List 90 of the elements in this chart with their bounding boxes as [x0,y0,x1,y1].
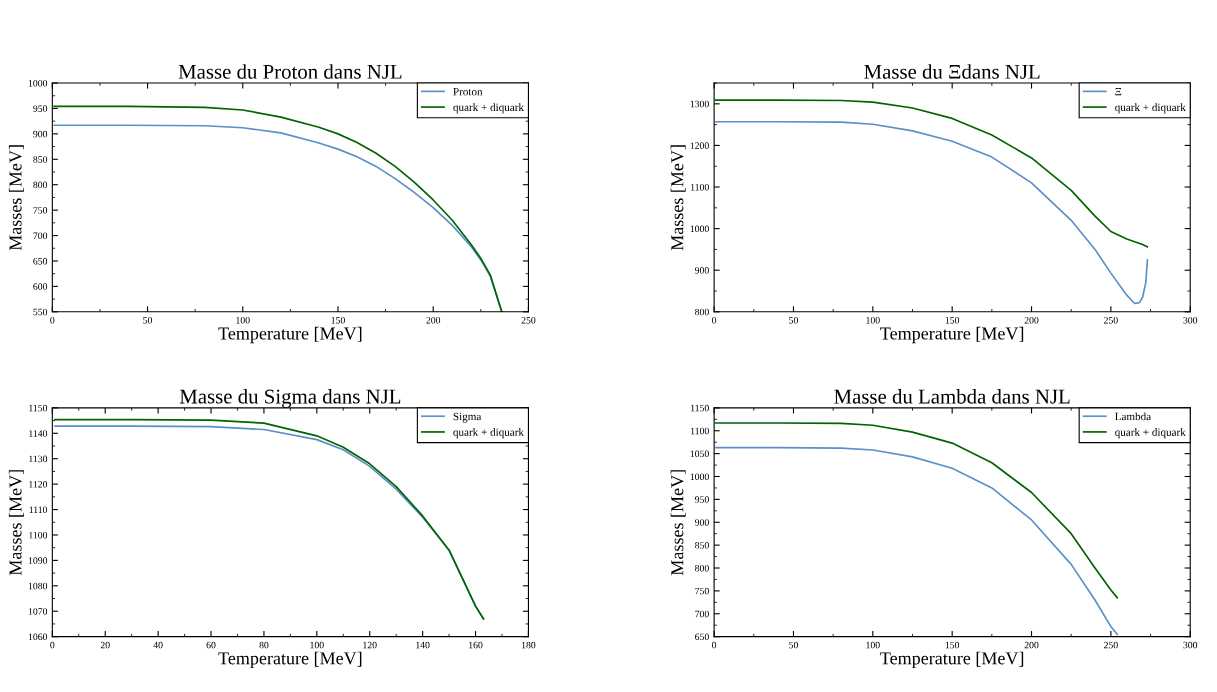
chart-title: Masse du Ξdans NJL [864,64,1040,79]
x-tick-label: 150 [945,641,960,649]
legend-label: Proton [453,87,483,96]
y-tick-label: 800 [33,181,48,189]
legend-label: Lambda [1115,412,1151,421]
x-tick-label: 100 [866,316,880,324]
x-tick-label: 250 [521,316,536,324]
y-tick-label: 1110 [29,506,48,514]
y-tick-label: 1000 [690,225,709,233]
y-tick-label: 700 [33,232,48,240]
y-axis-title: Masses [MeV] [8,145,24,251]
x-tick-label: 0 [712,316,717,324]
y-tick-label: 600 [33,283,48,290]
x-tick-label: 120 [363,641,377,649]
y-tick-label: 800 [695,308,709,316]
y-tick-label: 1130 [29,455,48,463]
y-tick-label: 650 [33,257,48,265]
y-tick-label: 1300 [690,100,709,108]
legend-label: quark + diquark [453,103,524,114]
x-tick-label: 100 [310,641,324,649]
chart-title: Masse du Proton dans NJL [178,64,402,79]
y-tick-label: 900 [33,130,48,138]
y-axis-title: Masses [MeV] [8,470,24,576]
y-tick-label: 850 [695,542,709,549]
y-tick-label: 550 [33,308,48,316]
x-tick-label: 250 [1104,641,1118,649]
x-axis-title: Temperature [MeV] [218,651,362,669]
x-tick-label: 200 [1024,641,1039,649]
y-tick-label: 800 [695,564,709,572]
legend-label: quark + diquark [453,428,524,439]
legend-label: quark + diquark [1115,103,1186,114]
y-tick-label: 950 [33,105,48,112]
y-tick-label: 1000 [690,473,709,480]
x-tick-label: 100 [236,316,250,324]
y-tick-label: 950 [694,496,709,503]
chart-title: Masse du Sigma dans NJL [179,388,401,408]
x-tick-label: 300 [1183,641,1198,649]
y-tick-label: 1060 [28,633,48,641]
y-tick-label: 1070 [28,608,48,615]
y-tick-label: 1200 [690,142,709,149]
x-tick-label: 300 [1183,316,1198,324]
y-tick-label: 650 [695,633,709,641]
y-tick-label: 1100 [691,427,709,435]
line-series [714,446,1119,636]
x-tick-label: 80 [259,641,269,649]
y-tick-label: 1150 [29,404,48,412]
y-tick-label: 1150 [691,404,709,412]
legend-label: quark + diquark [1115,428,1186,439]
x-tick-label: 180 [522,641,536,649]
x-tick-label: 100 [866,641,880,649]
y-tick-label: 900 [694,519,709,526]
y-tick-label: 900 [694,267,709,274]
y-tick-label: 1120 [29,481,48,488]
x-tick-label: 20 [100,641,110,649]
y-tick-label: 700 [695,610,709,618]
line-series [714,120,1149,305]
x-tick-label: 140 [416,641,430,649]
y-tick-label: 1080 [28,582,48,590]
x-tick-label: 200 [1024,316,1039,324]
x-tick-label: 150 [945,316,960,324]
x-axis-title: Temperature [MeV] [218,326,362,344]
y-tick-label: 1090 [28,557,48,564]
legend-label: Ξ [1115,87,1122,96]
x-tick-label: 0 [50,641,55,649]
x-tick-label: 160 [469,641,483,649]
y-tick-label: 750 [695,587,709,595]
x-axis-title: Temperature [MeV] [880,326,1024,344]
y-tick-label: 1100 [691,183,709,191]
legend-label: Sigma [453,412,482,423]
y-tick-label: 1140 [29,430,48,437]
y-tick-label: 750 [33,207,48,214]
y-tick-label: 850 [33,156,48,163]
x-axis-title: Temperature [MeV] [880,651,1024,669]
y-axis-title: Masses [MeV] [670,470,686,576]
y-tick-label: 1000 [28,79,48,87]
x-tick-label: 50 [143,316,153,324]
x-tick-label: 150 [331,316,345,324]
x-tick-label: 200 [426,316,441,324]
y-tick-label: 1050 [690,450,709,458]
x-tick-label: 250 [1104,316,1118,324]
x-tick-label: 40 [153,641,163,649]
x-tick-label: 50 [789,641,798,649]
x-tick-label: 0 [712,641,717,649]
x-tick-label: 0 [50,316,55,324]
x-tick-label: 50 [789,316,798,324]
y-tick-label: 1100 [29,531,48,539]
x-tick-label: 60 [206,641,216,649]
chart-title: Masse du Lambda dans NJL [834,388,1070,404]
line-series [714,99,1149,248]
y-axis-title: Masses [MeV] [670,145,686,251]
